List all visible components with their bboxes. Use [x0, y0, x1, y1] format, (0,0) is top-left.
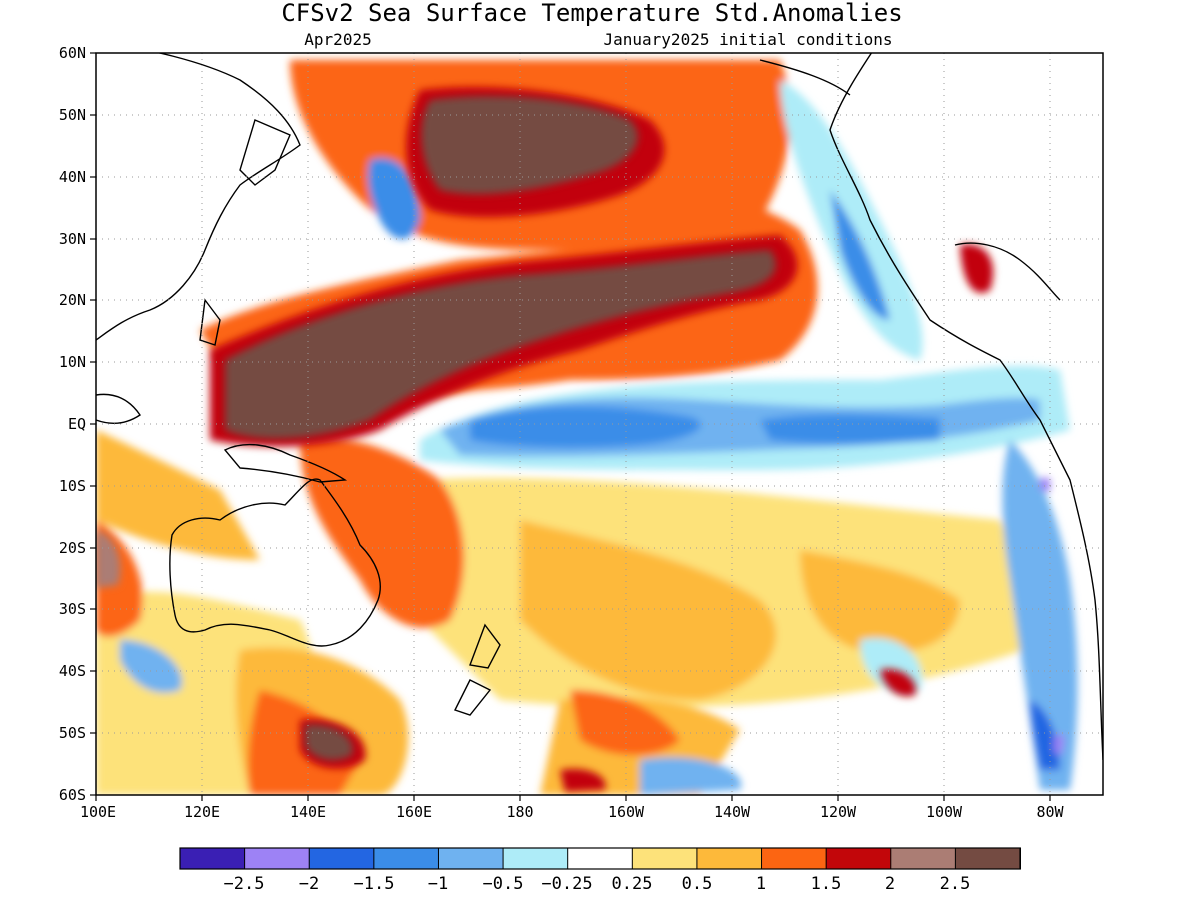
colorbar-swatch: [696, 847, 763, 870]
colorbar-label: 0.5: [682, 874, 713, 894]
colorbar-swatch: [954, 847, 1022, 870]
colorbar-label: 1.5: [811, 874, 842, 894]
colorbar-swatch: [890, 847, 957, 870]
lat-label: 50N: [59, 106, 86, 124]
colorbar-swatch: [567, 847, 634, 870]
colorbar-label: −1.5: [354, 874, 395, 894]
colorbar-label: 2: [885, 874, 895, 894]
colorbar-label: −2: [299, 874, 319, 894]
lat-label: 50S: [59, 724, 86, 742]
lon-label: 140W: [714, 803, 751, 821]
lat-label: 10S: [59, 477, 86, 495]
lat-label: 20S: [59, 539, 86, 557]
lon-labels: 100E 120E 140E 160E 180 160W 140W 120W 1…: [80, 803, 1065, 821]
lon-label: 160E: [396, 803, 432, 821]
lon-label: 120W: [820, 803, 857, 821]
lat-labels: 60N 50N 40N 30N 20N 10N EQ 10S 20S 30S 4…: [59, 44, 86, 804]
colorbar-swatch: [244, 847, 311, 870]
lon-label: 100E: [80, 803, 116, 821]
colorbar-swatch: [502, 847, 569, 870]
lon-label: 160W: [608, 803, 645, 821]
lat-label: 40S: [59, 662, 86, 680]
colorbar-swatch: [631, 847, 698, 870]
colorbar-labels: −2.5 −2 −1.5 −1 −0.5 −0.25 0.25 0.5 1 1.…: [224, 874, 971, 894]
colorbar: −2.5 −2 −1.5 −1 −0.5 −0.25 0.25 0.5 1 1.…: [179, 847, 1022, 894]
lon-label: 180: [506, 803, 533, 821]
colorbar-swatches: [179, 847, 1022, 870]
strongest-warm-cores: [96, 96, 994, 761]
lat-label: 60S: [59, 786, 86, 804]
colorbar-label: 2.5: [940, 874, 971, 894]
lat-label: 30N: [59, 230, 86, 248]
sst-anomaly-map: [96, 53, 1103, 795]
forecast-month-label: Apr2025: [304, 30, 371, 49]
colorbar-label: −2.5: [224, 874, 265, 894]
lon-label: 100W: [926, 803, 963, 821]
lat-ticks: [90, 52, 96, 796]
coastlines: [96, 53, 1103, 761]
colorbar-swatch: [437, 847, 505, 870]
lat-label: 30S: [59, 600, 86, 618]
colorbar-swatch: [179, 847, 246, 870]
colorbar-label: −0.5: [483, 874, 524, 894]
colorbar-swatch: [308, 847, 375, 870]
lat-label: 40N: [59, 168, 86, 186]
colorbar-label: 0.25: [612, 874, 653, 894]
lat-label: 10N: [59, 353, 86, 371]
colorbar-swatch: [825, 847, 892, 870]
figure-title: CFSv2 Sea Surface Temperature Std.Anomal…: [281, 0, 902, 27]
colorbar-label: 1: [756, 874, 766, 894]
graticule: [96, 53, 1103, 795]
colorbar-frame: [179, 847, 1021, 870]
initial-conditions-label: January2025 initial conditions: [604, 30, 893, 49]
colorbar-label: −0.25: [541, 874, 592, 894]
lon-ticks: [95, 795, 1051, 801]
colorbar-swatch: [761, 847, 828, 870]
lat-label: 20N: [59, 291, 86, 309]
lon-label: 120E: [184, 803, 220, 821]
lon-label: 80W: [1036, 803, 1064, 821]
colorbar-label: −1: [428, 874, 448, 894]
colorbar-swatch: [373, 847, 440, 870]
lat-label: 60N: [59, 44, 86, 62]
lon-label: 140E: [290, 803, 326, 821]
lat-label: EQ: [68, 415, 86, 433]
